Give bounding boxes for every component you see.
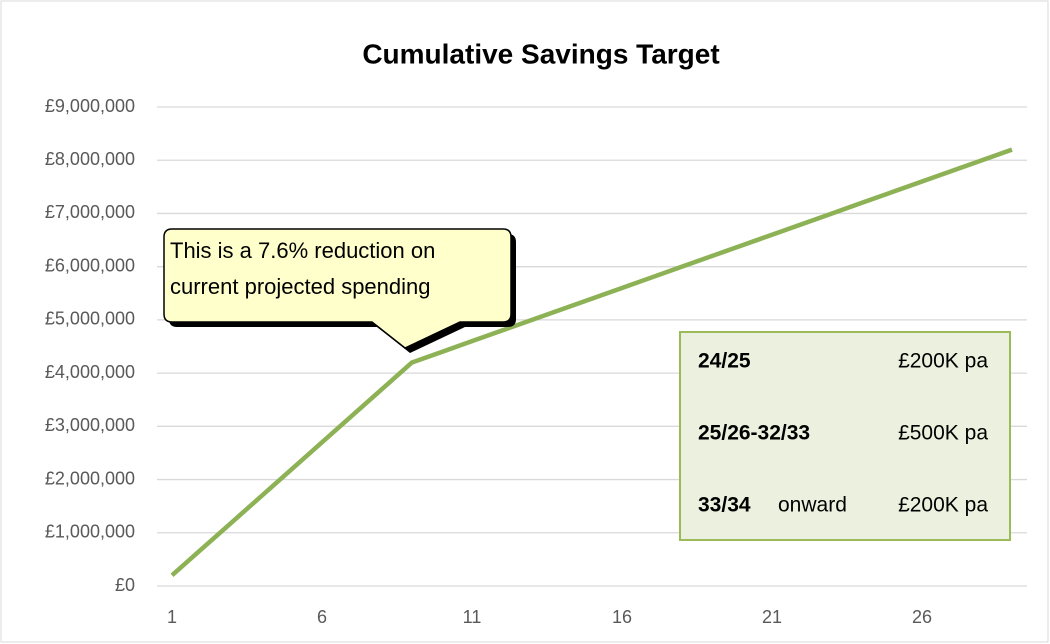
x-tick-label: 16 bbox=[612, 607, 632, 627]
y-tick-label: £1,000,000 bbox=[45, 522, 135, 542]
y-tick-label: £2,000,000 bbox=[45, 468, 135, 488]
x-tick-label: 26 bbox=[912, 607, 932, 627]
callout bbox=[163, 228, 512, 349]
callout-text: current projected spending bbox=[170, 274, 431, 299]
y-tick-label: £4,000,000 bbox=[45, 362, 135, 382]
x-tick-label: 1 bbox=[167, 607, 177, 627]
x-tick-label: 6 bbox=[317, 607, 327, 627]
y-tick-label: £9,000,000 bbox=[45, 96, 135, 116]
y-tick-label: £7,000,000 bbox=[45, 202, 135, 222]
chart-title: Cumulative Savings Target bbox=[362, 38, 719, 69]
rate-amount: £200K pa bbox=[898, 350, 988, 373]
y-tick-label: £3,000,000 bbox=[45, 415, 135, 435]
rate-amount: £200K pa bbox=[898, 494, 988, 517]
y-tick-label: £0 bbox=[115, 575, 135, 595]
data-line bbox=[170, 147, 1013, 578]
y-tick-label: £8,000,000 bbox=[45, 149, 135, 169]
rate-period: 25/26-32/33 bbox=[698, 422, 810, 445]
rate-period: 24/25 bbox=[698, 350, 751, 373]
x-tick-label: 11 bbox=[463, 607, 482, 627]
y-tick-label: £5,000,000 bbox=[45, 309, 135, 329]
rate-box bbox=[679, 331, 1011, 541]
rate-note: onward bbox=[778, 494, 847, 517]
rate-amount: £500K pa bbox=[898, 422, 988, 445]
rate-period: 33/34 bbox=[698, 494, 751, 517]
x-tick-label: 21 bbox=[762, 607, 782, 627]
callout-text: This is a 7.6% reduction on bbox=[170, 238, 435, 263]
y-tick-label: £6,000,000 bbox=[45, 255, 135, 275]
